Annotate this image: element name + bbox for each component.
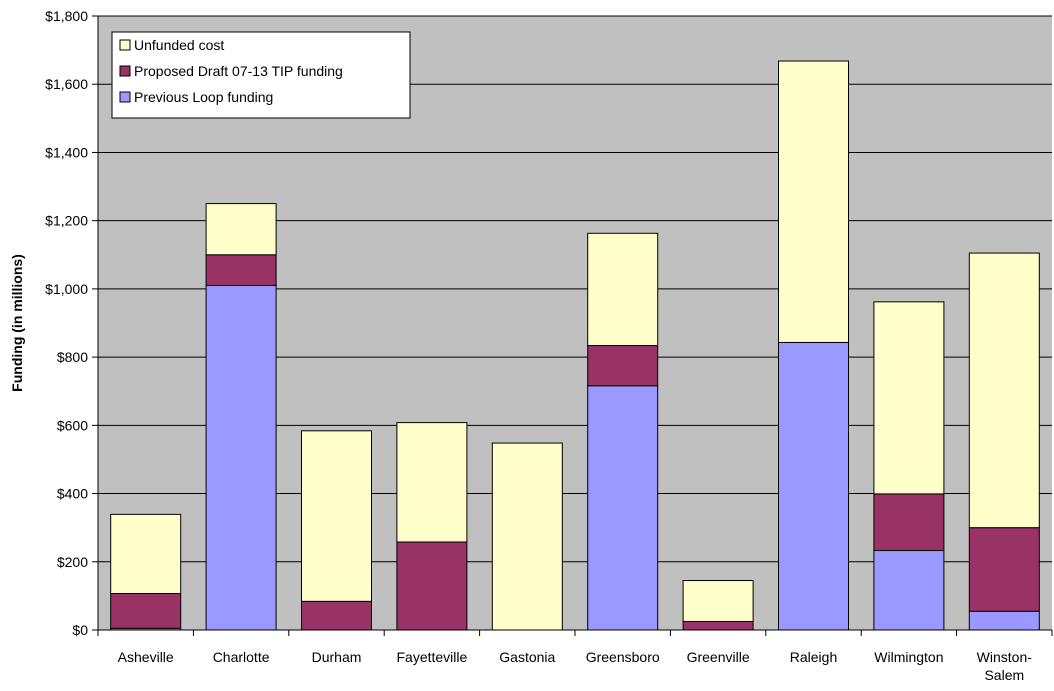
legend-label: Proposed Draft 07-13 TIP funding [134, 63, 343, 79]
x-tick-label: Asheville [118, 649, 174, 665]
bar-segment [968, 610, 1040, 631]
bar-segment [587, 345, 659, 387]
x-tick-label: Raleigh [790, 649, 837, 665]
legend-label: Previous Loop funding [134, 89, 273, 105]
bar-segment [205, 203, 277, 256]
bar-segment [110, 593, 182, 629]
legend-swatch [119, 91, 131, 103]
legend-swatch [119, 39, 131, 51]
x-tick-label: Wilmington [874, 649, 943, 665]
y-tick-label: $1,200 [45, 213, 88, 229]
axes [92, 15, 1053, 636]
bar-segment [301, 430, 372, 602]
legend: Unfunded cost Proposed Draft 07-13 TIP fu… [111, 31, 411, 119]
x-tick-label: Greenville [687, 649, 750, 665]
y-tick-label: $1,800 [45, 8, 88, 24]
y-tick-labels: $0 $200 $400 $600 $800 $1,000 $1,200 $1,400 $1,6… [45, 8, 88, 638]
legend-box [111, 31, 411, 119]
bar-segment [778, 341, 849, 631]
y-tick-label: $1,600 [45, 76, 88, 92]
x-tick-label: Gastonia [499, 649, 555, 665]
x-tick-label: Winston-Salem [977, 649, 1033, 683]
bar-segment [301, 600, 372, 631]
x-tick-label: Durham [312, 649, 362, 665]
x-tick-label: Fayetteville [396, 649, 467, 665]
bar-segment [873, 301, 945, 495]
y-tick-label: $200 [57, 554, 88, 570]
bar-segment [110, 513, 182, 595]
y-axis-label: Funding (in millions) [9, 254, 25, 392]
bar-segment [587, 385, 659, 631]
bar-segment [778, 60, 849, 343]
y-tick-label: $1,000 [45, 281, 88, 297]
bar-segment [205, 254, 277, 286]
bars [110, 60, 1040, 631]
bar-segment [873, 550, 945, 631]
bar-segment [968, 527, 1040, 612]
y-tick-label: $800 [57, 349, 88, 365]
y-tick-label: $400 [57, 486, 88, 502]
y-tick-label: $1,400 [45, 144, 88, 160]
bar-segment [396, 422, 468, 543]
legend-swatch [119, 65, 131, 77]
bar-segment [205, 284, 277, 631]
bar-segment [968, 252, 1040, 529]
bar-segment [396, 541, 468, 631]
y-tick-label: $600 [57, 417, 88, 433]
y-tick-label: $0 [72, 622, 88, 638]
x-tick-label: Greensboro [586, 649, 660, 665]
bar-segment [491, 442, 563, 631]
legend-label: Unfunded cost [134, 37, 224, 53]
bar-segment [873, 493, 945, 552]
bar-segment [682, 580, 754, 622]
bar-segment [587, 232, 659, 347]
x-tick-labels: Asheville Charlotte Durham Fayetteville Gast… [118, 649, 1033, 683]
x-tick-label: Charlotte [213, 649, 270, 665]
bar-segment [682, 620, 754, 631]
